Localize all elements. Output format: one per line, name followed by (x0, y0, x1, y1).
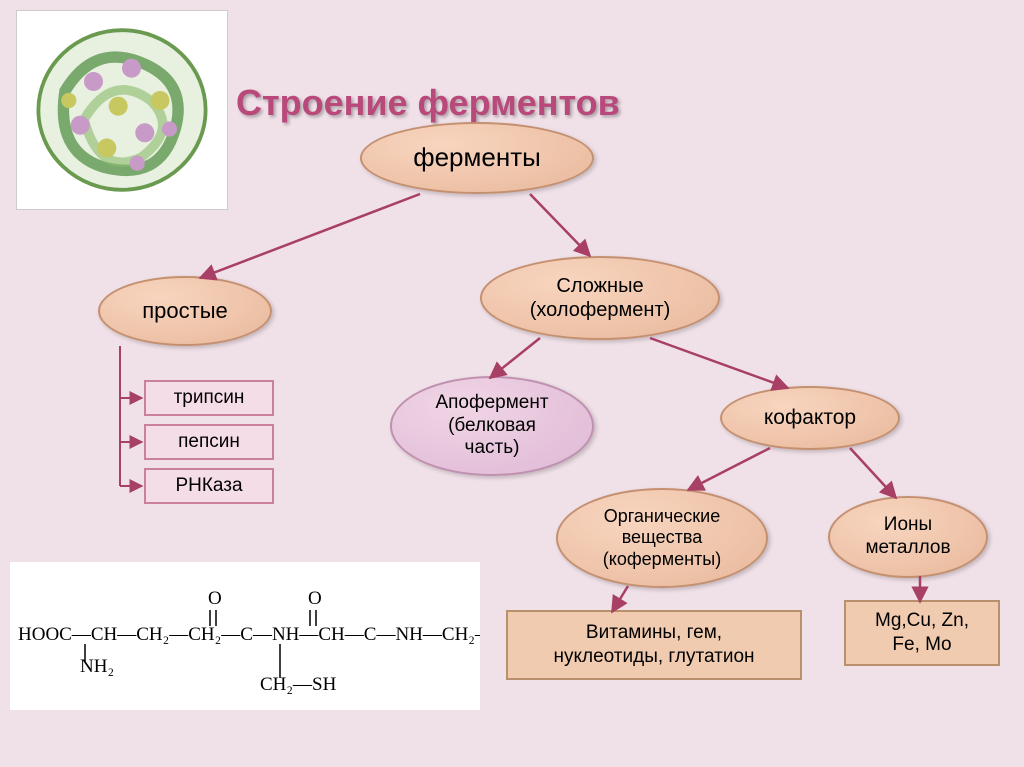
svg-text:O: O (208, 588, 222, 609)
node-enzymes-root: ферменты (360, 122, 594, 194)
leaf-metals: Mg,Cu, Zn, Fe, Mo (844, 600, 1000, 666)
leaf-trypsin: трипсин (144, 380, 274, 416)
node-apoenzyme: Апофермент (белковая часть) (390, 376, 594, 476)
svg-text:CH₂—SH: CH₂—SH (260, 674, 337, 695)
leaf-vitamins: Витамины, гем, нуклеотиды, глутатион (506, 610, 802, 680)
protein-structure-image (16, 10, 228, 210)
chemical-formula-image: HOOC—CH—CH₂—CH₂—C—NH—CH—C—NH—CH₂—COOH NH… (10, 562, 480, 710)
node-simple: простые (98, 276, 272, 346)
node-complex: Сложные (холофермент) (480, 256, 720, 340)
svg-text:O: O (308, 588, 322, 609)
node-organic: Органические вещества (коферменты) (556, 488, 768, 588)
node-cofactor: кофактор (720, 386, 900, 450)
slide-title: Строение ферментов (236, 82, 620, 124)
leaf-pepsin: пепсин (144, 424, 274, 460)
leaf-rnase: РНКаза (144, 468, 274, 504)
node-ions: Ионы металлов (828, 496, 988, 578)
svg-text:HOOC—CH—CH₂—CH₂—C—NH—CH—C—NH—C: HOOC—CH—CH₂—CH₂—C—NH—CH—C—NH—CH₂—COOH (18, 624, 480, 645)
